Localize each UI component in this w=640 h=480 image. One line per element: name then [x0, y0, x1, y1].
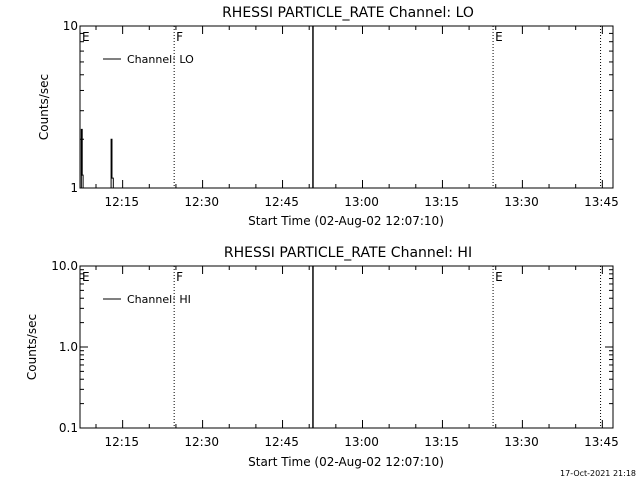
x-axis-label: Start Time (02-Aug-02 12:07:10) [248, 455, 444, 469]
x-axis-label: Start Time (02-Aug-02 12:07:10) [248, 214, 444, 228]
x-tick-label: 13:15 [424, 435, 459, 449]
x-tick-label: 12:30 [184, 435, 219, 449]
x-tick-label: 13:30 [504, 435, 539, 449]
x-tick-label: 13:00 [344, 435, 379, 449]
annotation-label: E [82, 30, 90, 44]
series-line [80, 265, 314, 429]
legend-entry: Channel: HI [127, 293, 191, 306]
annotation-label: E [495, 30, 503, 44]
x-tick-label: 13:15 [424, 195, 459, 209]
x-tick-label: 12:45 [264, 195, 299, 209]
x-tick-label: 12:15 [104, 435, 139, 449]
x-tick-label: 13:00 [344, 195, 379, 209]
y-tick-label: 10.0 [51, 259, 78, 273]
chart-title: RHESSI PARTICLE_RATE Channel: HI [224, 245, 472, 261]
annotation-label: F [176, 30, 183, 44]
legend: Channel: LO [103, 53, 194, 66]
y-tick-label: 0.1 [59, 421, 78, 435]
y-tick-label: 1 [70, 181, 78, 195]
legend-entry: Channel: LO [127, 53, 194, 66]
series-line [80, 25, 314, 189]
annotation-label: E [82, 270, 90, 284]
plot-panel-hi: RHESSI PARTICLE_RATE Channel: HI Counts/… [25, 245, 619, 469]
plot-panel-lo: RHESSI PARTICLE_RATE Channel: LO Counts/… [37, 5, 619, 228]
y-axis-label: Counts/sec [37, 74, 51, 140]
x-tick-label: 12:15 [104, 195, 139, 209]
annotation-label: F [176, 270, 183, 284]
legend: Channel: HI [103, 293, 191, 306]
plot-frame [79, 265, 614, 429]
chart-title: RHESSI PARTICLE_RATE Channel: LO [222, 5, 474, 21]
x-tick-label: 12:30 [184, 195, 219, 209]
annotation-label: E [495, 270, 503, 284]
y-axis-label: Counts/sec [25, 314, 39, 380]
x-tick-label: 13:45 [584, 435, 619, 449]
x-tick-label: 12:45 [264, 435, 299, 449]
y-tick-label: 1.0 [59, 340, 78, 354]
x-tick-label: 13:45 [584, 195, 619, 209]
footer-timestamp: 17-Oct-2021 21:18 [560, 469, 636, 478]
y-tick-label: 10 [63, 19, 78, 33]
plot-frame [79, 25, 614, 189]
x-tick-label: 13:30 [504, 195, 539, 209]
